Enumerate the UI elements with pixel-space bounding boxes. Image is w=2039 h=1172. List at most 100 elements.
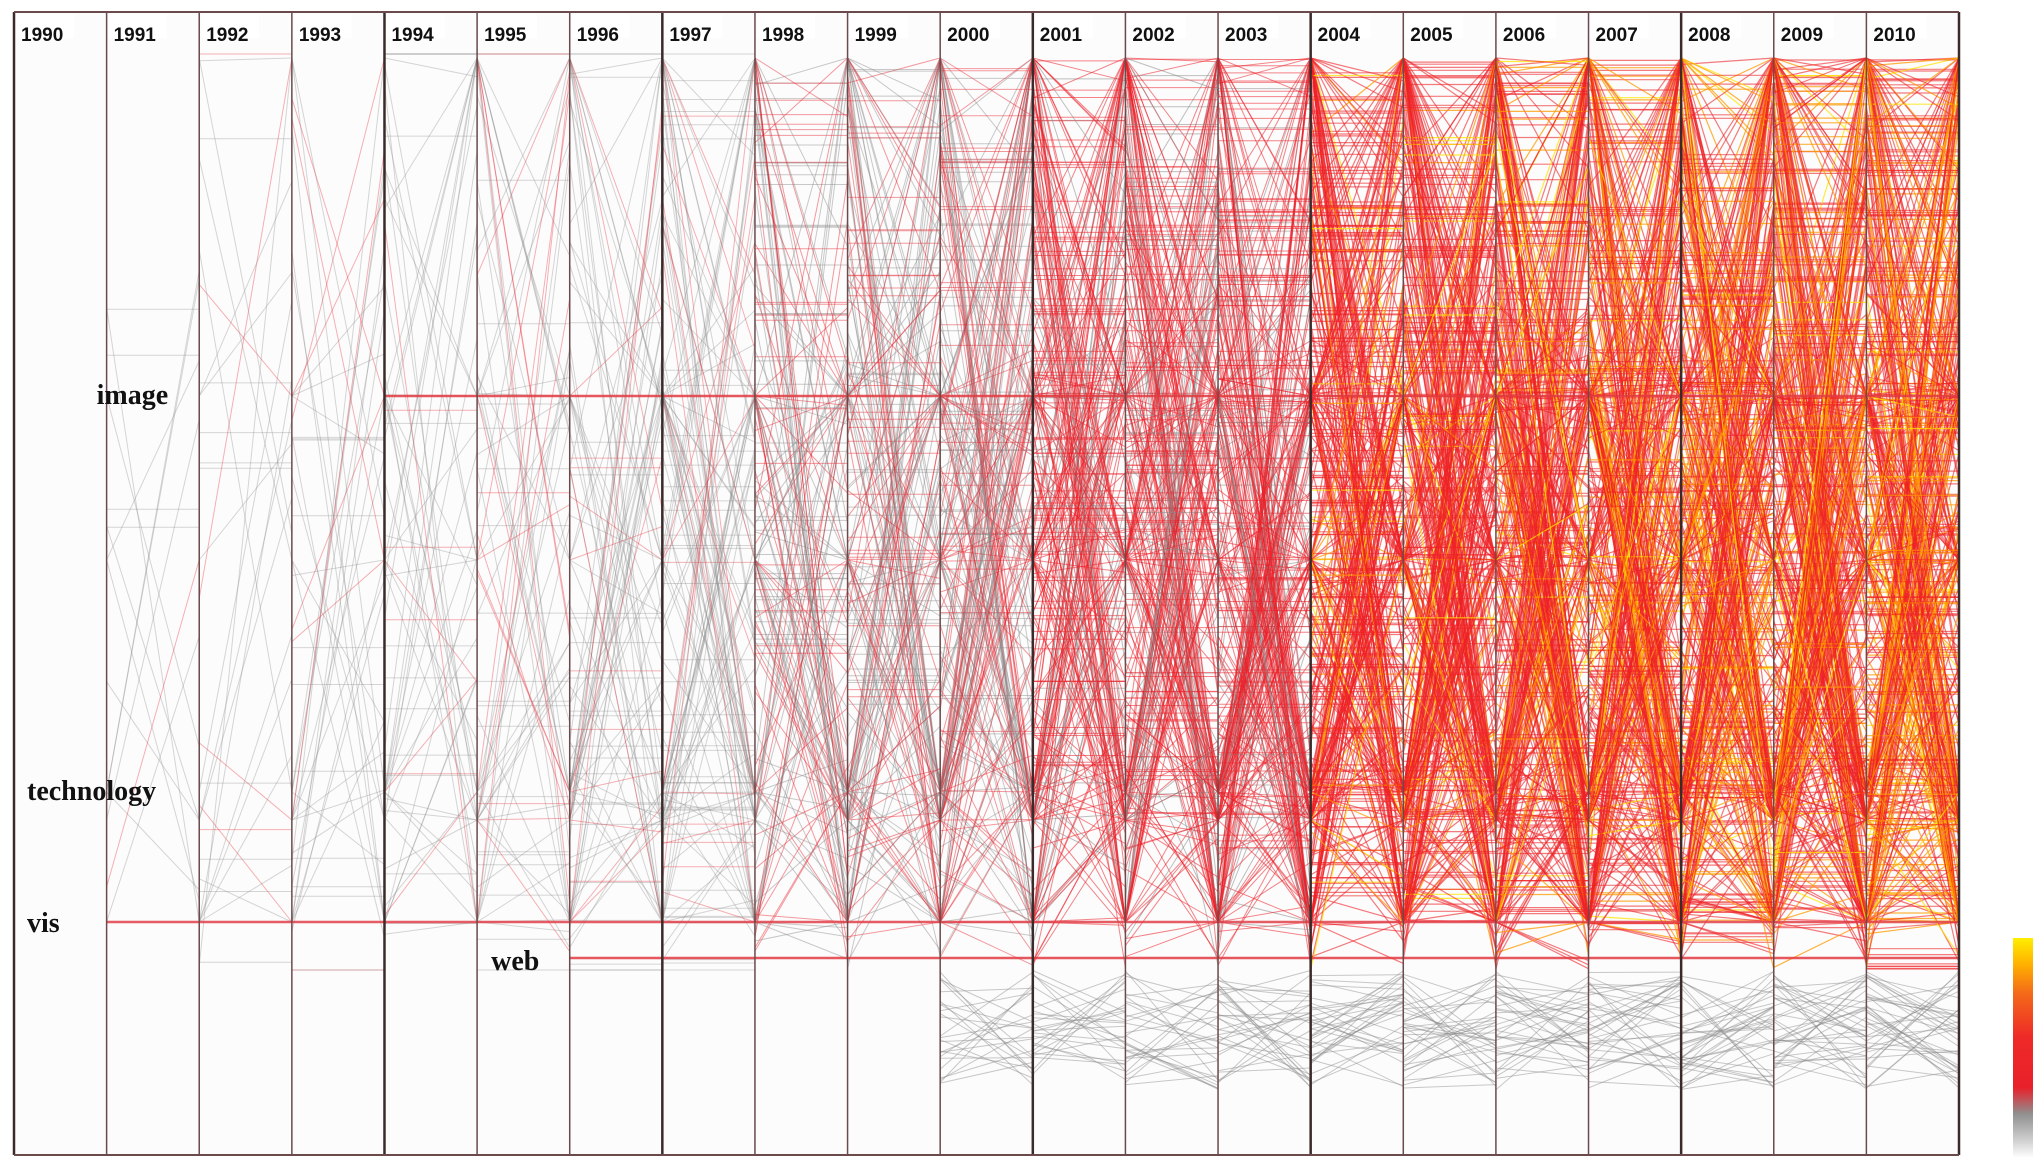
link-segment-2000-255 [939,57,1034,126]
link-segment-2000-237 [939,655,1034,821]
link-segment-low-2006-1 [1495,995,1589,1059]
link-segment-2000-73 [939,717,1034,821]
link-segment-2004-207 [1310,921,1404,933]
link-segment-2001-314 [1032,57,1126,195]
link-segment-low-2006-18 [1495,995,1589,1081]
link-segment-2000-254 [939,395,1034,530]
link-segment-2000-240 [939,791,1034,931]
link-segment-2001-259 [1032,297,1126,397]
link-segment-2001-240 [1032,395,1126,968]
link-segment-low-2008-36 [1680,1039,1774,1061]
link-segment-low-2000-7 [940,987,1033,993]
link-segment-1998-72 [754,307,848,397]
link-segment-1998-104 [754,531,848,561]
link-segment-1998-133 [754,395,849,937]
link-segment-1997-75 [661,144,756,397]
link-segment-2001-125 [1032,330,1126,923]
link-segment-low-2002-20 [1125,986,1219,1073]
link-segment-2006-467 [1495,89,1590,793]
link-segment-1995-49 [476,351,571,821]
link-segment-1999-23 [847,172,941,793]
link-segment-low-2007-32 [1588,1041,1682,1061]
link-segment-1995-5 [476,423,571,821]
link-segment-1999-149 [847,248,941,397]
link-segment-2001-216 [1032,337,1126,923]
link-segment-1995-23 [477,377,570,397]
link-segment-2000-21 [939,122,1034,793]
link-segment-low-2000-11 [939,1000,1034,1086]
link-segment-2000-111 [939,138,1034,561]
link-segment-1999-51 [847,57,941,260]
link-segment-low-2007-33 [1588,1034,1682,1042]
link-segment-1999-73 [847,463,941,793]
link-segment-2008-499 [1680,278,1775,561]
link-segment-1996-97 [569,57,663,841]
link-segment-2000-25 [939,336,1034,561]
link-segment-low-2002-7 [1125,983,1219,997]
link-segment-1995-7 [476,199,571,561]
link-segment-1997-104 [661,660,756,793]
link-segment-1997-138 [661,128,756,793]
link-segment-low-2008-14 [1680,980,1775,1031]
link-segment-low-2008-38 [1681,1042,1774,1061]
link-segment-2000-143 [940,786,1033,793]
link-segment-2000-171 [939,464,1034,821]
link-segment-low-2001-16 [1032,1052,1126,1062]
link-segment-1999-16 [847,79,941,793]
link-segment-low-2007-15 [1588,1000,1682,1018]
link-segment-2003-364 [1217,239,1312,923]
link-segment-1993-38 [291,395,385,887]
link-segment-2006-439 [1495,241,1590,821]
link-segment-2002-345 [1125,745,1219,821]
link-segment-2000-170 [939,791,1034,955]
link-segment-2006-429 [1495,150,1590,793]
link-segment-2000-204 [939,560,1034,923]
link-segment-1999-91 [847,73,941,793]
link-segment-1996-109 [569,395,663,806]
link-segment-1999-114 [847,559,941,777]
link-segment-1998-16 [754,243,849,397]
link-segment-2006-269 [1495,57,1589,68]
link-segment-low-2002-17 [1125,972,1219,1031]
link-segment-low-2007-31 [1588,983,1682,1031]
link-segment-1997-123 [661,57,756,441]
link-segment-2000-125 [939,57,1034,546]
link-segment-1997-109 [661,343,756,923]
link-segment-1997-133 [661,544,756,923]
link-segment-low-2006-12 [1495,1010,1589,1091]
link-segment-2006-384 [1495,57,1590,561]
link-segment-1998-14 [754,70,849,821]
link-segment-1998-107 [754,395,848,480]
link-segment-2004-405 [1310,57,1404,198]
link-segment-2001-252 [1032,57,1126,665]
link-segment-1992-17 [198,634,293,923]
link-segment-1999-25 [847,395,941,878]
link-segment-2003-217 [1217,352,1311,397]
link-segment-2000-162 [939,395,1034,699]
link-segment-low-2006-13 [1495,1028,1589,1050]
link-segment-low-2008-34 [1680,981,1775,1026]
link-segment-2000-124 [939,434,1034,561]
link-segment-1997-8 [661,223,756,561]
link-segment-1994-42 [384,57,478,78]
link-segment-1999-2 [847,223,941,397]
link-segment-1998-13 [754,559,849,918]
link-segment-low-2003-29 [1217,1004,1311,1031]
link-segment-1999-161 [847,58,941,397]
link-segment-2002-234 [1124,395,1219,619]
link-segment-2002-305 [1124,57,1219,650]
link-segment-1997-63 [662,343,756,397]
link-segment-low-2008-1 [1680,1013,1774,1044]
link-segment-low-2003-13 [1217,983,1312,1083]
link-segment-1996-21 [569,559,663,783]
link-segment-1999-212 [847,105,941,397]
link-segment-2004-439 [1310,57,1404,179]
link-segment-2000-63 [939,791,1034,848]
link-segment-1998-12 [754,395,849,836]
link-segment-low-2000-2 [940,1016,1033,1029]
link-segment-1998-147 [754,273,849,821]
link-segment-2000-109 [939,791,1034,873]
link-segment-1999-163 [847,354,941,821]
link-segment-2005-439 [1402,395,1497,694]
link-segment-2002-356 [1125,791,1219,893]
